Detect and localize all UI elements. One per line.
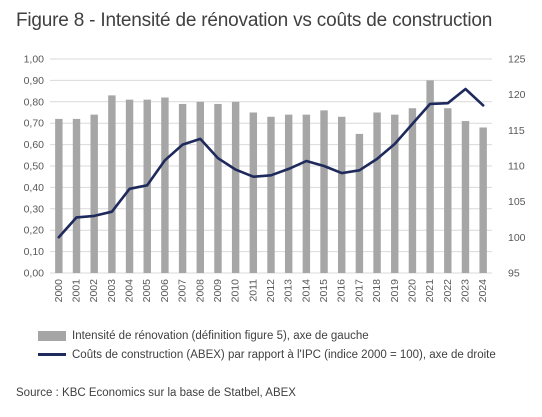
bar — [161, 97, 169, 274]
left-tick-label: 0,60 — [24, 139, 45, 151]
legend-swatch-line — [38, 353, 66, 357]
bar — [125, 99, 134, 273]
x-tick-label: 2013 — [283, 279, 295, 303]
x-tick-label: 2022 — [442, 279, 454, 303]
x-tick-label: 2012 — [265, 279, 277, 303]
bar — [178, 103, 187, 273]
right-tick-label: 100 — [508, 232, 526, 244]
x-tick-label: 2002 — [88, 279, 100, 303]
bar — [355, 133, 364, 273]
chart-title: Figure 8 - Intensité de rénovation vs co… — [16, 10, 493, 31]
right-tick-label: 115 — [508, 125, 525, 137]
x-tick-label: 2023 — [459, 279, 471, 303]
line-series — [57, 87, 485, 239]
x-tick-label: 2016 — [336, 279, 348, 303]
left-tick-label: 0,10 — [24, 246, 45, 258]
x-axis-ticks: 2000 2001 2002 2003 2004 2005 2006 2007 2008 2009… — [53, 279, 489, 303]
bar — [461, 121, 470, 273]
x-tick-label: 2018 — [371, 279, 383, 303]
left-tick-label: 0,30 — [24, 203, 45, 215]
left-tick-label: 0,40 — [24, 182, 45, 194]
x-tick-label: 2015 — [318, 279, 330, 303]
right-tick-label: 110 — [508, 161, 525, 173]
x-tick-label: 2005 — [141, 279, 153, 303]
bar — [408, 108, 417, 273]
left-tick-label: 0,70 — [24, 118, 45, 130]
bar — [90, 114, 98, 273]
bar — [320, 110, 328, 273]
bar — [391, 114, 399, 273]
legend-swatch-bars — [38, 330, 66, 341]
x-tick-label: 2000 — [53, 279, 65, 303]
left-axis-ticks: 0,00 0,10 0,20 0,30 0,40 0,50 0,60 0,70 0,80 0,90… — [24, 54, 45, 280]
right-tick-label: 125 — [508, 54, 526, 66]
bar — [108, 95, 116, 273]
right-tick-label: 95 — [508, 268, 520, 280]
x-tick-label: 2014 — [300, 279, 312, 303]
line-path — [57, 87, 485, 239]
left-tick-label: 0,50 — [24, 161, 45, 173]
bar — [479, 127, 487, 273]
bar — [444, 108, 452, 273]
left-tick-label: 0,00 — [24, 268, 45, 280]
bar — [214, 103, 222, 273]
x-tick-label: 2004 — [124, 279, 136, 303]
legend-item-bars: Intensité de rénovation (définition figu… — [38, 330, 369, 342]
right-tick-label: 120 — [508, 89, 526, 101]
right-tick-label: 105 — [508, 196, 526, 208]
right-axis-ticks: 95 100 105 110 115 120 125 — [508, 54, 526, 280]
bar — [249, 112, 258, 273]
bar — [55, 118, 63, 273]
left-tick-label: 0,80 — [24, 96, 45, 108]
x-tick-label: 2011 — [247, 279, 259, 302]
x-tick-label: 2021 — [424, 279, 436, 303]
left-tick-label: 0,90 — [24, 75, 45, 87]
x-tick-label: 2020 — [406, 279, 418, 303]
legend-label-bars: Intensité de rénovation (définition figu… — [72, 330, 369, 342]
x-tick-label: 2009 — [212, 279, 224, 303]
left-tick-label: 1,00 — [24, 54, 45, 66]
x-tick-label: 2007 — [177, 279, 189, 303]
bar — [302, 114, 311, 273]
x-tick-label: 2006 — [159, 279, 171, 303]
x-tick-label: 2008 — [194, 279, 206, 303]
bar — [284, 114, 293, 273]
bar — [72, 118, 81, 273]
left-tick-label: 0,20 — [24, 225, 45, 237]
bar — [196, 101, 204, 273]
x-tick-label: 2019 — [389, 279, 401, 303]
x-tick-label: 2001 — [71, 279, 83, 303]
x-tick-label: 2017 — [353, 279, 365, 303]
legend-label-line: Coûts de construction (ABEX) par rapport… — [72, 349, 496, 361]
bar — [267, 116, 275, 273]
x-tick-label: 2010 — [230, 279, 242, 303]
bar — [426, 80, 434, 274]
x-tick-label: 2003 — [106, 279, 118, 303]
bar-series — [55, 80, 487, 274]
x-tick-label: 2024 — [477, 279, 489, 303]
bar — [231, 101, 240, 273]
source-note: Source : KBC Economics sur la base de St… — [16, 387, 296, 399]
legend-item-line: Coûts de construction (ABEX) par rapport… — [38, 349, 496, 361]
bar — [338, 116, 346, 273]
bar — [373, 112, 381, 273]
